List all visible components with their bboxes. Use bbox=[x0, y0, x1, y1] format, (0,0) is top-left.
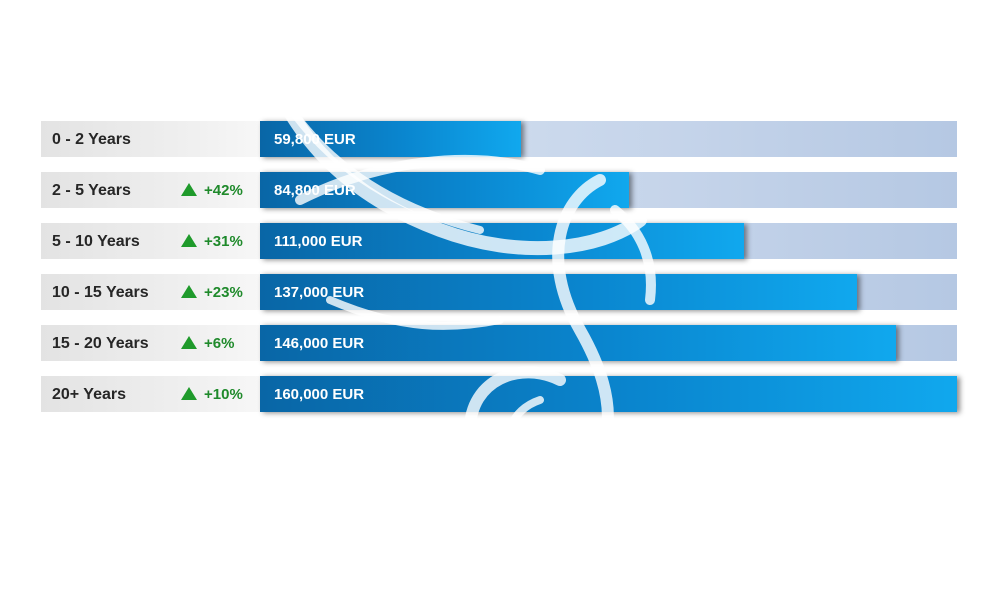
bar: 84,800 EUR bbox=[260, 172, 629, 208]
value-label: 137,000 EUR bbox=[274, 284, 365, 301]
category-cell: 15 - 20 Years +6% bbox=[41, 325, 260, 361]
chart-row: 10 - 15 Years +23% 137,000 EUR bbox=[41, 274, 957, 310]
up-triangle-icon bbox=[181, 387, 197, 400]
value-label: 84,800 EUR bbox=[274, 182, 356, 199]
bar: 160,000 EUR bbox=[260, 376, 957, 412]
change-label: +23% bbox=[204, 284, 243, 301]
up-triangle-icon bbox=[181, 183, 197, 196]
change-indicator: +23% bbox=[181, 274, 243, 312]
change-label: +31% bbox=[204, 233, 243, 250]
bar: 59,800 EUR bbox=[260, 121, 521, 157]
bar: 137,000 EUR bbox=[260, 274, 857, 310]
bar-track: 146,000 EUR bbox=[260, 325, 957, 361]
category-label: 15 - 20 Years bbox=[52, 335, 149, 352]
salary-bar-chart: 0 - 2 Years 59,800 EUR 2 - 5 Years +42% 84,8… bbox=[41, 121, 957, 427]
change-indicator: +6% bbox=[181, 325, 234, 363]
change-indicator: +31% bbox=[181, 223, 243, 261]
category-label: 2 - 5 Years bbox=[52, 182, 131, 199]
change-label: +42% bbox=[204, 182, 243, 199]
chart-row: 20+ Years +10% 160,000 EUR bbox=[41, 376, 957, 412]
up-triangle-icon bbox=[181, 285, 197, 298]
change-indicator: +42% bbox=[181, 172, 243, 210]
value-label: 59,800 EUR bbox=[274, 131, 356, 148]
change-label: +10% bbox=[204, 386, 243, 403]
value-label: 160,000 EUR bbox=[274, 386, 365, 403]
value-label: 111,000 EUR bbox=[274, 233, 363, 250]
bar: 111,000 EUR bbox=[260, 223, 744, 259]
category-cell: 20+ Years +10% bbox=[41, 376, 260, 412]
bar-track: 137,000 EUR bbox=[260, 274, 957, 310]
category-cell: 2 - 5 Years +42% bbox=[41, 172, 260, 208]
chart-row: 2 - 5 Years +42% 84,800 EUR bbox=[41, 172, 957, 208]
chart-row: 0 - 2 Years 59,800 EUR bbox=[41, 121, 957, 157]
category-label: 20+ Years bbox=[52, 386, 127, 403]
category-cell: 0 - 2 Years bbox=[41, 121, 260, 157]
bar-track: 111,000 EUR bbox=[260, 223, 957, 259]
category-cell: 10 - 15 Years +23% bbox=[41, 274, 260, 310]
change-label: +6% bbox=[204, 335, 235, 352]
category-cell: 5 - 10 Years +31% bbox=[41, 223, 260, 259]
up-triangle-icon bbox=[181, 234, 197, 247]
category-label: 5 - 10 Years bbox=[52, 233, 140, 250]
category-label: 10 - 15 Years bbox=[52, 284, 149, 301]
value-label: 146,000 EUR bbox=[274, 335, 365, 352]
bar: 146,000 EUR bbox=[260, 325, 896, 361]
category-label: 0 - 2 Years bbox=[52, 131, 131, 148]
change-indicator: +10% bbox=[181, 376, 243, 414]
chart-row: 15 - 20 Years +6% 146,000 EUR bbox=[41, 325, 957, 361]
up-triangle-icon bbox=[181, 336, 197, 349]
bar-track: 160,000 EUR bbox=[260, 376, 957, 412]
bar-track: 84,800 EUR bbox=[260, 172, 957, 208]
chart-row: 5 - 10 Years +31% 111,000 EUR bbox=[41, 223, 957, 259]
bar-track: 59,800 EUR bbox=[260, 121, 957, 157]
